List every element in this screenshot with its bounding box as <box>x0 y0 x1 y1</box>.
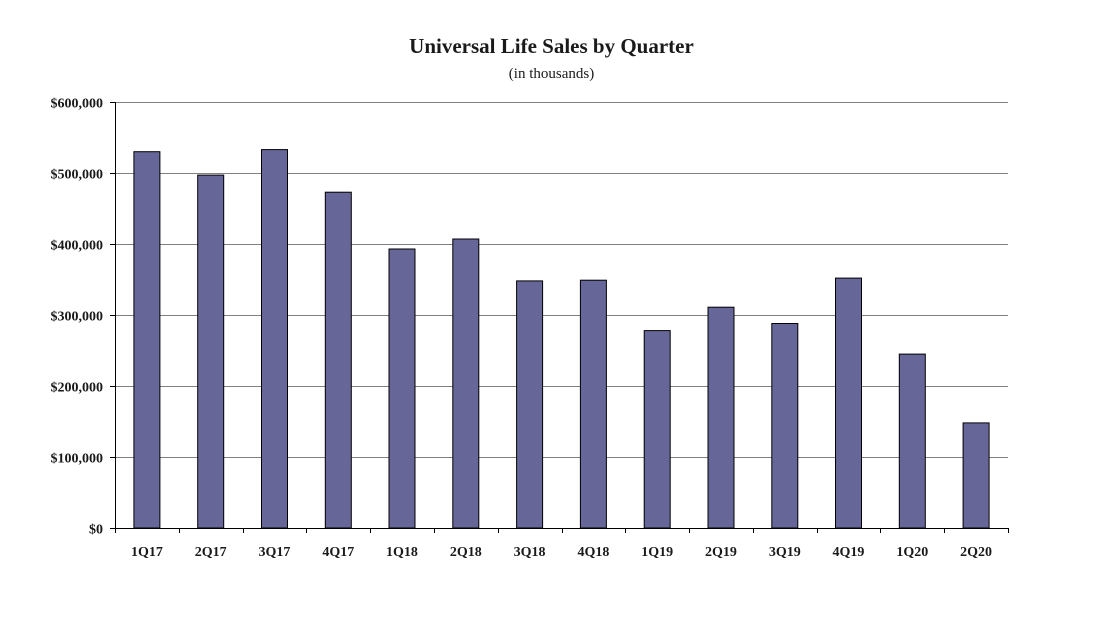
y-tick-label: $400,000 <box>51 239 104 254</box>
x-tick-label: 3Q19 <box>769 545 801 560</box>
bar-1q17 <box>133 151 161 529</box>
bar-4q19 <box>835 277 862 529</box>
bar-3q18 <box>516 280 544 529</box>
bar-3q17 <box>261 149 288 529</box>
x-tick-label: 3Q18 <box>514 545 546 560</box>
x-tick-label: 4Q18 <box>577 545 609 560</box>
x-tick-label: 3Q17 <box>259 545 291 560</box>
bar-2q18 <box>452 238 480 529</box>
bar-2q17 <box>197 174 225 529</box>
x-tick-label: 2Q18 <box>450 545 482 560</box>
x-tick-label: 1Q20 <box>896 545 928 560</box>
x-tick-label: 1Q17 <box>131 545 163 560</box>
x-tick-label: 4Q17 <box>322 545 354 560</box>
bar-3q19 <box>771 323 799 529</box>
y-tick-label: $500,000 <box>51 168 104 183</box>
y-tick-label: $300,000 <box>51 310 104 325</box>
bars <box>133 149 990 529</box>
y-tick-label: $0 <box>89 523 103 538</box>
gridlines <box>115 102 1008 458</box>
x-tick-label: 2Q19 <box>705 545 737 560</box>
bar-1q19 <box>643 330 671 529</box>
bar-2q20 <box>962 422 990 529</box>
x-tick-label: 1Q18 <box>386 545 418 560</box>
y-tick-label: $200,000 <box>51 381 104 396</box>
x-tick-label: 2Q17 <box>195 545 227 560</box>
x-tick-label: 4Q19 <box>833 545 865 560</box>
y-tick-label: $100,000 <box>51 452 104 467</box>
axes <box>110 102 1009 533</box>
x-tick-label: 2Q20 <box>960 545 992 560</box>
bar-4q18 <box>579 279 607 529</box>
chart-title: Universal Life Sales by Quarter <box>409 34 694 58</box>
bar-4q17 <box>324 191 352 529</box>
bar-2q19 <box>707 306 735 529</box>
bar-1q18 <box>388 248 416 529</box>
y-tick-label: $600,000 <box>51 97 104 112</box>
chart-subtitle: (in thousands) <box>508 66 595 82</box>
tick-labels: $0 $100,000 $200,000 $300,000 $400,000 $500,0… <box>51 97 993 561</box>
x-tick-label: 1Q19 <box>641 545 673 560</box>
bar-1q20 <box>898 353 926 529</box>
